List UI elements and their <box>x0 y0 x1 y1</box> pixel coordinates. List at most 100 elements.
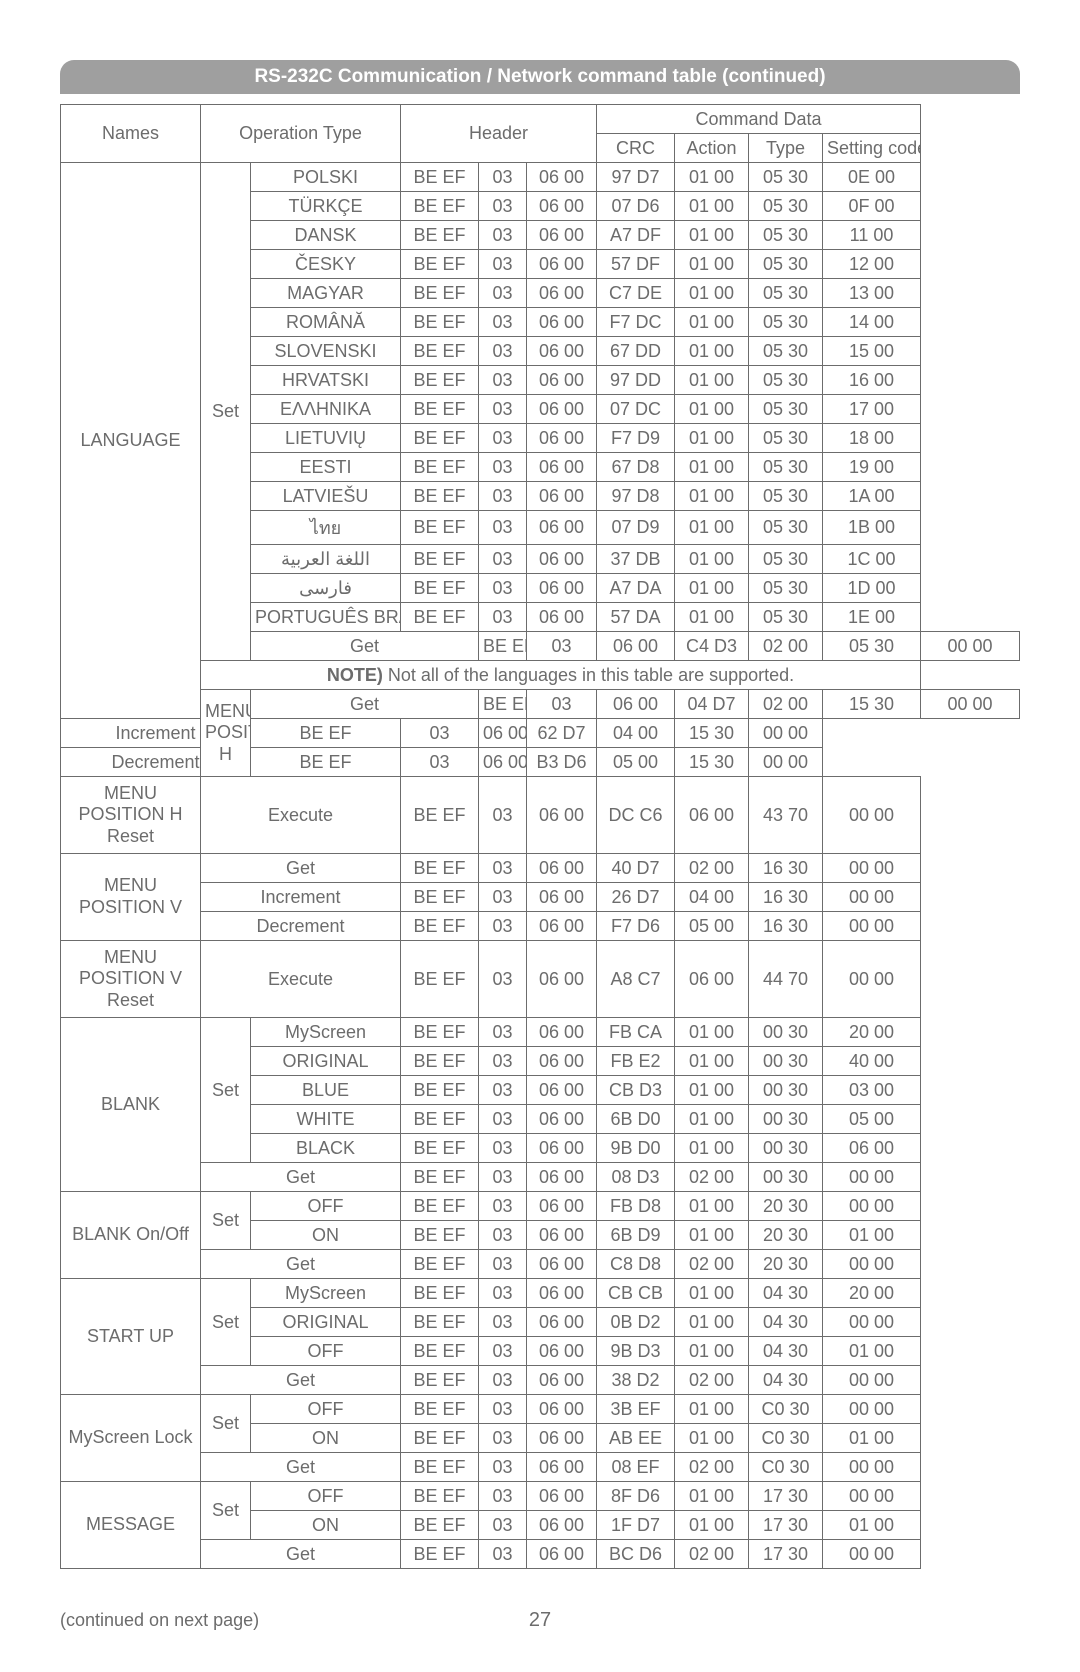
h3-cell: 06 00 <box>527 279 597 308</box>
h2-cell: 03 <box>479 1221 527 1250</box>
h1-cell: BE EF <box>251 719 401 748</box>
h3-cell: 06 00 <box>527 337 597 366</box>
op-full-cell: Execute <box>201 941 401 1018</box>
h1-cell: BE EF <box>401 1511 479 1540</box>
h2-cell: 03 <box>479 941 527 1018</box>
setting-cell: 00 00 <box>749 748 823 777</box>
action-cell: 01 00 <box>675 424 749 453</box>
op-label-cell: SLOVENSKI <box>251 337 401 366</box>
crc-cell: FB D8 <box>597 1192 675 1221</box>
h2-cell: 03 <box>479 395 527 424</box>
type-cell: 05 30 <box>749 221 823 250</box>
op-label-cell: ON <box>251 1424 401 1453</box>
name-cell: MENUPOSITION HReset <box>61 777 201 854</box>
h3-cell: 06 00 <box>527 163 597 192</box>
op-full-cell: Increment <box>201 883 401 912</box>
op-label-cell: OFF <box>251 1395 401 1424</box>
crc-cell: 67 DD <box>597 337 675 366</box>
action-cell: 02 00 <box>675 854 749 883</box>
h1-cell: BE EF <box>401 424 479 453</box>
crc-cell: FB CA <box>597 1018 675 1047</box>
h2-cell: 03 <box>401 719 479 748</box>
table-row: MENUPOSITION HResetExecuteBE EF0306 00DC… <box>61 777 1020 854</box>
h2-cell: 03 <box>479 1511 527 1540</box>
h2-cell: 03 <box>479 545 527 574</box>
h1-cell: BE EF <box>401 1250 479 1279</box>
op-label-cell: ΕΛΛΗΝΙΚΑ <box>251 395 401 424</box>
op-full-cell: Get <box>251 690 479 719</box>
th-setting-code: Setting code <box>823 134 921 163</box>
op-full-cell: Get <box>201 1163 401 1192</box>
op-label-cell: ORIGINAL <box>251 1308 401 1337</box>
setting-cell: 11 00 <box>823 221 921 250</box>
name-cell: BLANK <box>61 1018 201 1192</box>
type-cell: 00 30 <box>749 1105 823 1134</box>
type-cell: 05 30 <box>749 395 823 424</box>
h2-cell: 03 <box>527 690 597 719</box>
setting-cell: 0E 00 <box>823 163 921 192</box>
h2-cell: 03 <box>479 1134 527 1163</box>
setting-cell: 15 00 <box>823 337 921 366</box>
setting-cell: 17 00 <box>823 395 921 424</box>
h3-cell: 06 00 <box>527 1453 597 1482</box>
h1-cell: BE EF <box>401 883 479 912</box>
crc-cell: 08 D3 <box>597 1163 675 1192</box>
action-cell: 02 00 <box>675 1540 749 1569</box>
type-cell: 00 30 <box>749 1076 823 1105</box>
h2-cell: 03 <box>527 632 597 661</box>
table-row: MENUPOSITION VResetExecuteBE EF0306 00A8… <box>61 941 1020 1018</box>
setting-cell: 1A 00 <box>823 482 921 511</box>
action-cell: 01 00 <box>675 1076 749 1105</box>
table-row: MESSAGESetOFFBE EF0306 008F D601 0017 30… <box>61 1482 1020 1511</box>
h1-cell: BE EF <box>479 690 527 719</box>
action-cell: 01 00 <box>675 545 749 574</box>
type-cell: 05 30 <box>749 511 823 545</box>
type-cell: 05 30 <box>749 337 823 366</box>
setting-cell: 0F 00 <box>823 192 921 221</box>
setting-cell: 13 00 <box>823 279 921 308</box>
type-cell: 05 30 <box>749 250 823 279</box>
table-row: GetBE EF0306 00C8 D802 0020 3000 00 <box>61 1250 1020 1279</box>
h1-cell: BE EF <box>401 1018 479 1047</box>
setting-cell: 00 00 <box>823 1395 921 1424</box>
setting-cell: 00 00 <box>823 1453 921 1482</box>
type-cell: 05 30 <box>823 632 921 661</box>
setting-cell: 1C 00 <box>823 545 921 574</box>
h1-cell: BE EF <box>401 221 479 250</box>
setting-cell: 00 00 <box>823 1163 921 1192</box>
crc-cell: A7 DF <box>597 221 675 250</box>
op-label-cell: WHITE <box>251 1105 401 1134</box>
type-cell: 05 30 <box>749 279 823 308</box>
h2-cell: 03 <box>479 511 527 545</box>
h1-cell: BE EF <box>401 163 479 192</box>
h3-cell: 06 00 <box>527 1482 597 1511</box>
h3-cell: 06 00 <box>527 1192 597 1221</box>
action-cell: 01 00 <box>675 192 749 221</box>
crc-cell: 62 D7 <box>527 719 597 748</box>
name-cell: MENUPOSITION VReset <box>61 941 201 1018</box>
action-cell: 05 00 <box>597 748 675 777</box>
crc-cell: 6B D9 <box>597 1221 675 1250</box>
h3-cell: 06 00 <box>527 854 597 883</box>
crc-cell: 04 D7 <box>675 690 749 719</box>
h2-cell: 03 <box>479 854 527 883</box>
setting-cell: 00 00 <box>823 1482 921 1511</box>
action-cell: 01 00 <box>675 1279 749 1308</box>
op-label-cell: ON <box>251 1511 401 1540</box>
crc-cell: C8 D8 <box>597 1250 675 1279</box>
h1-cell: BE EF <box>401 1047 479 1076</box>
crc-cell: FB E2 <box>597 1047 675 1076</box>
type-cell: 05 30 <box>749 366 823 395</box>
h1-cell: BE EF <box>401 1221 479 1250</box>
h1-cell: BE EF <box>401 1163 479 1192</box>
action-cell: 06 00 <box>675 777 749 854</box>
crc-cell: 08 EF <box>597 1453 675 1482</box>
action-cell: 05 00 <box>675 912 749 941</box>
h2-cell: 03 <box>479 574 527 603</box>
name-cell: MENUPOSITION V <box>61 854 201 941</box>
setting-cell: 00 00 <box>823 941 921 1018</box>
action-cell: 01 00 <box>675 1018 749 1047</box>
setting-cell: 00 00 <box>823 1308 921 1337</box>
table-row: MENUPOSITION VGetBE EF0306 0040 D702 001… <box>61 854 1020 883</box>
h2-cell: 03 <box>479 192 527 221</box>
